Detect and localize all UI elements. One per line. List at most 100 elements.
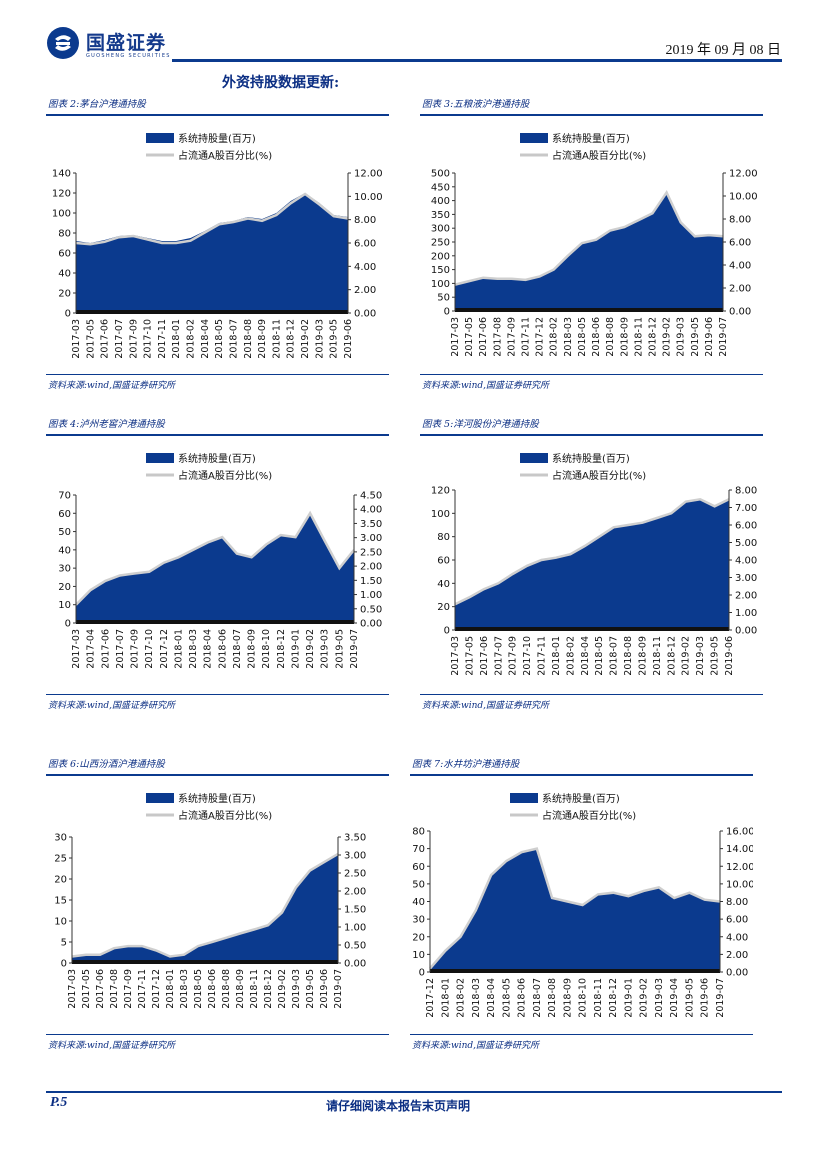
right-tick-label: 6.00 [354, 239, 376, 250]
section-title: 外资持股数据更新: [222, 75, 340, 91]
percent-line [429, 847, 721, 970]
x-tick-label: 2018-11 [271, 319, 282, 359]
legend-swatch-holdings [146, 133, 174, 143]
x-tick-label: 2017-09 [508, 636, 519, 676]
x-tick-label: 2017-07 [115, 629, 126, 669]
x-tick-label: 2017-10 [143, 319, 154, 359]
percent-line [454, 189, 724, 286]
left-tick-label: 70 [58, 491, 71, 502]
legend-label-pct: 占流通A股百分比(%) [552, 469, 646, 482]
x-tick-label: 2018-01 [165, 969, 176, 1009]
x-tick-label: 2017-06 [478, 317, 489, 357]
figure-top-rule [410, 774, 753, 776]
left-tick-label: 350 [431, 210, 450, 221]
company-name: 国盛证券 [86, 32, 167, 54]
left-tick-label: 60 [412, 862, 425, 873]
legend-label-holdings: 系统持股量(百万) [542, 792, 620, 805]
x-tick-label: 2018-07 [532, 978, 543, 1018]
x-tick-label: 2019-06 [319, 969, 330, 1009]
right-tick-label: 12.00 [729, 169, 758, 180]
x-tick-label: 2019-03 [320, 629, 331, 669]
x-tick-label: 2018-11 [593, 978, 604, 1018]
x-tick-label: 2018-06 [207, 969, 218, 1009]
x-tick-label: 2017-12 [535, 317, 546, 357]
x-tick-label: 2018-02 [565, 636, 576, 676]
x-tick-label: 2019-02 [662, 317, 673, 357]
x-tick-label: 2019-03 [314, 319, 325, 359]
right-tick-label: 16.00 [726, 827, 753, 838]
figure-source: 资料来源:wind,国盛证券研究所 [422, 381, 550, 391]
x-tick-label: 2018-12 [286, 319, 297, 359]
x-tick-label: 2019-04 [669, 978, 680, 1018]
x-tick-label: 2018-01 [551, 636, 562, 676]
right-tick-label: 4.00 [360, 505, 382, 516]
chart-fig6: 系统持股量(百万) 占流通A股百分比(%) 0 5 10 15 20 25 30 0.00 0.50… [54, 792, 366, 1009]
x-tick-label: 2019-01 [291, 629, 302, 669]
x-tick-label: 2017-03 [71, 319, 82, 359]
right-tick-label: 10.00 [354, 192, 383, 203]
right-tick-label: 8.00 [354, 215, 376, 226]
x-tick-label: 2018-09 [247, 629, 258, 669]
left-tick-label: 40 [58, 545, 71, 556]
x-tick-label: 2019-02 [639, 978, 650, 1018]
x-tick-label: 2018-03 [563, 317, 574, 357]
x-tick-label: 2018-09 [562, 978, 573, 1018]
x-tick-label: 2017-11 [157, 319, 168, 359]
chart-fig2: 系统持股量(百万) 占流通A股百分比(%) 0 20 40 60 80 100 120 140 0.… [52, 132, 383, 359]
x-tick-label: 2018-04 [486, 978, 497, 1018]
right-tick-label: 3.00 [360, 533, 382, 544]
x-tick-label: 2019-06 [724, 636, 735, 676]
left-tick-label: 50 [412, 879, 425, 890]
right-tick-label: 2.00 [344, 887, 366, 898]
x-tick-label: 2017-09 [506, 317, 517, 357]
left-tick-label: 60 [437, 556, 450, 567]
x-tick-label: 2019-03 [291, 969, 302, 1009]
x-tick-label: 2017-09 [128, 319, 139, 359]
right-tick-label: 5.00 [735, 538, 757, 549]
left-tick-label: 10 [58, 600, 71, 611]
x-tick-label: 2019-05 [685, 978, 696, 1018]
x-tick-label: 2019-05 [329, 319, 340, 359]
figure-top-rule [420, 434, 763, 436]
chart-fig3: 系统持股量(百万) 占流通A股百分比(%) 0 50 100 150 200 250 300 35… [431, 132, 758, 357]
x-tick-label: 2018-05 [577, 317, 588, 357]
baseline-strip [72, 960, 338, 964]
x-tick-label: 2019-05 [334, 629, 345, 669]
figure-source: 资料来源:wind,国盛证券研究所 [422, 701, 550, 711]
right-tick-label: 2.50 [344, 869, 366, 880]
x-tick-label: 2019-02 [305, 629, 316, 669]
right-tick-label: 14.00 [726, 844, 753, 855]
x-tick-label: 2017-07 [114, 319, 125, 359]
x-tick-label: 2018-05 [214, 319, 225, 359]
right-tick-label: 2.00 [735, 591, 757, 602]
left-tick-label: 15 [54, 896, 67, 907]
x-tick-label: 2018-07 [232, 629, 243, 669]
header: 国盛证券 GUOSHENG SECURITIES 2019 年 09 月 08 … [0, 0, 827, 64]
legend-label-holdings: 系统持股量(百万) [552, 452, 630, 465]
left-tick-label: 50 [437, 293, 450, 304]
x-tick-label: 2018-11 [249, 969, 260, 1009]
figure-bottom-rule [420, 374, 763, 375]
x-tick-label: 2017-11 [537, 636, 548, 676]
left-tick-label: 20 [58, 582, 71, 593]
left-tick-label: 20 [58, 289, 71, 300]
legend-label-holdings: 系统持股量(百万) [178, 452, 256, 465]
right-tick-label: 3.00 [735, 573, 757, 584]
holdings-area [72, 853, 338, 963]
x-tick-label: 2019-06 [700, 978, 711, 1018]
x-tick-label: 2017-03 [67, 969, 78, 1009]
figure-bottom-rule [420, 694, 763, 695]
x-tick-label: 2019-03 [695, 636, 706, 676]
figure-bottom-rule [46, 694, 389, 695]
holdings-area [76, 193, 348, 313]
right-tick-label: 2.00 [726, 950, 748, 961]
chart-fig4: 系统持股量(百万) 占流通A股百分比(%) 0 10 20 30 40 50 60 70 0.00 0… [58, 452, 382, 669]
x-tick-label: 2018-06 [217, 629, 228, 669]
x-tick-label: 2017-03 [450, 636, 461, 676]
left-tick-label: 60 [58, 249, 71, 260]
legend-label-holdings: 系统持股量(百万) [178, 792, 256, 805]
left-tick-label: 40 [437, 579, 450, 590]
x-tick-label: 2018-10 [261, 629, 272, 669]
left-tick-label: 100 [431, 509, 450, 520]
left-tick-label: 500 [431, 169, 450, 180]
